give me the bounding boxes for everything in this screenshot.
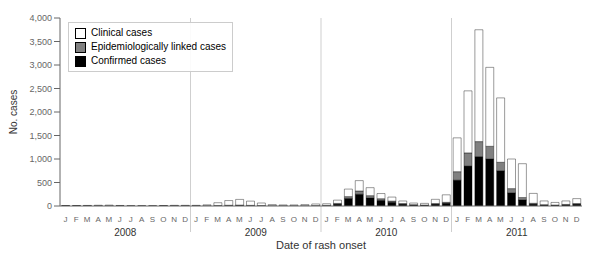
svg-text:J: J <box>509 215 513 224</box>
svg-text:1,000: 1,000 <box>29 154 52 164</box>
html-text:Epidemiologically linked cases: Epidemiologically linked cases <box>91 41 227 52</box>
svg-text:N: N <box>302 215 308 224</box>
svg-text:M: M <box>475 215 482 224</box>
svg-text:J: J <box>194 215 198 224</box>
svg-text:M: M <box>84 215 91 224</box>
svg-text:O: O <box>552 215 558 224</box>
svg-text:2,500: 2,500 <box>29 84 52 94</box>
svg-text:D: D <box>313 215 319 224</box>
svg-text:J: J <box>129 215 133 224</box>
svg-text:F: F <box>74 215 79 224</box>
svg-text:M: M <box>345 215 352 224</box>
svg-text:D: D <box>182 215 188 224</box>
svg-text:2008: 2008 <box>114 227 137 238</box>
svg-text:4,000: 4,000 <box>29 13 52 23</box>
svg-text:A: A <box>400 215 406 224</box>
svg-text:D: D <box>443 215 449 224</box>
svg-text:J: J <box>379 215 383 224</box>
svg-text:M: M <box>236 215 243 224</box>
html-text:Clinical cases: Clinical cases <box>91 27 153 38</box>
svg-text:M: M <box>214 215 221 224</box>
svg-text:M: M <box>106 215 113 224</box>
svg-text:M: M <box>497 215 504 224</box>
svg-text:S: S <box>280 215 285 224</box>
html-text:Confirmed cases: Confirmed cases <box>91 55 166 66</box>
svg-text:O: O <box>291 215 297 224</box>
svg-text:2,000: 2,000 <box>29 107 52 117</box>
svg-text:J: J <box>324 215 328 224</box>
svg-text:F: F <box>204 215 209 224</box>
svg-text:S: S <box>150 215 155 224</box>
svg-text:A: A <box>487 215 493 224</box>
svg-text:2010: 2010 <box>375 227 398 238</box>
svg-text:1,500: 1,500 <box>29 131 52 141</box>
svg-text:J: J <box>259 215 263 224</box>
svg-text:No. cases: No. cases <box>8 90 19 134</box>
svg-text:J: J <box>520 215 524 224</box>
svg-text:J: J <box>390 215 394 224</box>
svg-text:2009: 2009 <box>245 227 268 238</box>
svg-text:N: N <box>432 215 438 224</box>
svg-text:N: N <box>563 215 569 224</box>
svg-text:M: M <box>367 215 374 224</box>
svg-text:N: N <box>171 215 177 224</box>
svg-text:F: F <box>465 215 470 224</box>
svg-text:F: F <box>335 215 340 224</box>
svg-text:O: O <box>160 215 166 224</box>
svg-text:A: A <box>530 215 536 224</box>
svg-text:S: S <box>411 215 416 224</box>
svg-text:500: 500 <box>37 178 52 188</box>
svg-text:A: A <box>269 215 275 224</box>
svg-text:A: A <box>356 215 362 224</box>
svg-text:J: J <box>455 215 459 224</box>
svg-text:0: 0 <box>47 201 52 211</box>
svg-text:Date of rash onset: Date of rash onset <box>276 239 366 251</box>
svg-text:3,500: 3,500 <box>29 37 52 47</box>
svg-text:O: O <box>421 215 427 224</box>
svg-text:A: A <box>95 215 101 224</box>
svg-text:J: J <box>118 215 122 224</box>
svg-text:J: J <box>63 215 67 224</box>
svg-text:3,000: 3,000 <box>29 60 52 70</box>
svg-text:2011: 2011 <box>506 227 528 238</box>
svg-text:A: A <box>226 215 232 224</box>
svg-text:J: J <box>248 215 252 224</box>
svg-text:S: S <box>541 215 546 224</box>
svg-text:D: D <box>574 215 580 224</box>
svg-text:A: A <box>139 215 145 224</box>
